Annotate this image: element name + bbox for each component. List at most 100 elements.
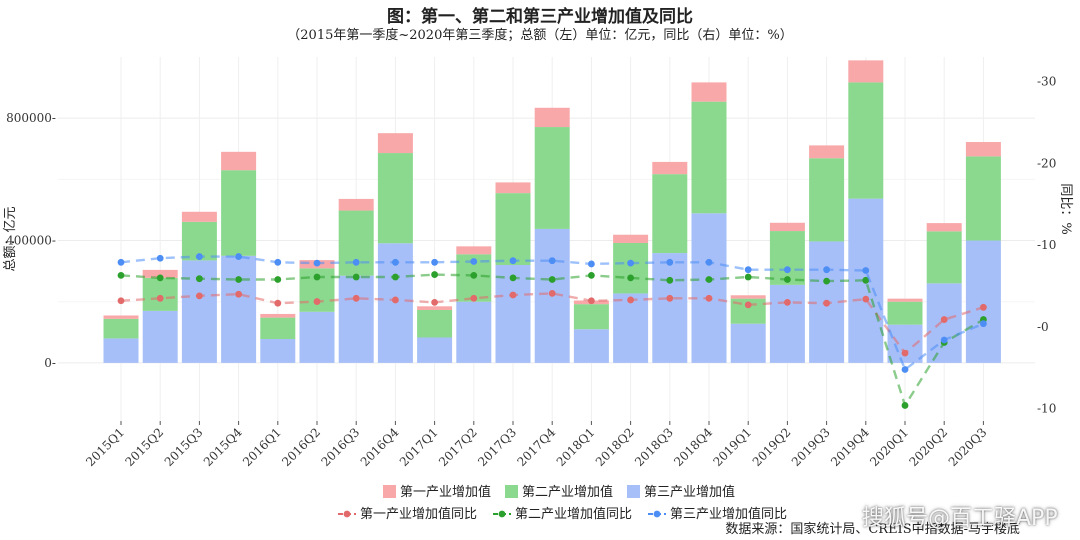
bar-segment [103, 338, 139, 363]
bar-segment [142, 269, 178, 278]
x-tick-label: 2019Q1 [710, 425, 754, 469]
bar-segment [495, 193, 531, 265]
legend-label: 第二产业增加值 [522, 484, 613, 500]
legend-swatch [627, 485, 640, 498]
legend-label: 第三产业增加值 [644, 484, 735, 500]
x-tick-label: 2016Q2 [279, 425, 323, 469]
series-point [588, 297, 595, 305]
series-point [980, 320, 987, 328]
series-point [627, 274, 634, 282]
bar-segment [848, 82, 884, 199]
x-tick-label: 2016Q1 [240, 425, 284, 469]
bar-segment [181, 211, 217, 222]
x-tick-label: 2019Q3 [789, 425, 833, 469]
bar-segment [809, 158, 845, 242]
y-right-axis-title: 同比：% [1058, 183, 1073, 234]
y-left-axis-title: 总额：亿元 [3, 206, 18, 271]
series-point [509, 274, 517, 282]
bar-segment [652, 174, 688, 254]
series-point [666, 258, 674, 266]
series-point [588, 272, 595, 279]
x-tick-label: 2016Q3 [318, 425, 362, 469]
bar-segment [495, 182, 531, 194]
bar-segment [338, 275, 374, 363]
series-point [235, 253, 243, 260]
series-point [156, 294, 164, 302]
series-point [392, 296, 399, 304]
series-line [120, 292, 984, 355]
x-tick-label: 2017Q4 [514, 425, 558, 469]
series-point [392, 273, 399, 281]
bar-segment [652, 161, 688, 175]
bar-segment [417, 306, 453, 310]
x-tick-label: 2017Q2 [436, 425, 480, 469]
legend-label: 第二产业增加值同比 [515, 506, 632, 522]
series-point [274, 276, 282, 283]
series-point [156, 274, 164, 282]
bar-segment [730, 323, 766, 363]
series-point [117, 258, 125, 266]
x-tick-label: 2018Q3 [632, 425, 676, 469]
legend-point [498, 510, 506, 518]
series-point [666, 294, 674, 302]
legend-swatch [383, 485, 396, 498]
bar-segment [495, 265, 531, 363]
series-point [274, 258, 282, 266]
y-right-tick-label: -10 [1037, 402, 1056, 416]
legend-label: 第三产业增加值同比 [670, 506, 787, 522]
series-point [548, 257, 556, 265]
series-point [823, 299, 830, 307]
series-point [666, 276, 674, 284]
line-layer [117, 253, 987, 409]
bar-segment [260, 317, 296, 340]
series-point [705, 276, 713, 283]
series-point [431, 298, 438, 306]
series-point [627, 296, 634, 304]
x-tick-label: 2016Q4 [358, 425, 402, 469]
series-point [352, 258, 360, 266]
series-point [901, 366, 909, 373]
chart-subtitle: （2015年第一季度~2020年第三季度；总额（左）单位：亿元，同比（右）单位：… [287, 28, 793, 43]
legend-point [343, 510, 351, 518]
bar-segment [456, 301, 492, 363]
series-point [548, 276, 556, 283]
x-tick-label: 2017Q1 [397, 425, 441, 469]
y-right-tick-label: -20 [1037, 156, 1056, 170]
series-point [196, 275, 203, 283]
bar-segment [456, 246, 492, 255]
bar-segment [338, 210, 374, 276]
series-point [705, 294, 713, 302]
bar-segment [377, 133, 413, 154]
x-tick-label: 2018Q1 [554, 425, 598, 469]
series-point [117, 272, 125, 279]
chart-title: 图：第一、第二和第三产业增加值及同比 [387, 7, 693, 27]
series-point [235, 276, 243, 283]
bar-segment [260, 339, 296, 363]
bar-segment [377, 153, 413, 244]
series-point [862, 267, 870, 274]
series-point [470, 272, 478, 279]
series-point [470, 258, 478, 265]
series-point [431, 258, 438, 266]
series-point [784, 276, 791, 283]
legend-point [653, 510, 661, 518]
bar-segment [103, 315, 139, 319]
series-point [313, 273, 321, 281]
bar-segment [691, 82, 727, 102]
series-point [313, 298, 321, 305]
series-point [980, 303, 987, 311]
x-tick-label: 2020Q3 [946, 425, 990, 469]
series-point [431, 271, 438, 278]
series-point [940, 316, 948, 323]
bar-segment [769, 222, 805, 232]
bar-segment [965, 142, 1001, 157]
series-point [588, 260, 595, 268]
bar-segment [848, 60, 884, 83]
bar-segment [142, 277, 178, 311]
bar-segment [965, 156, 1001, 241]
bar-segment [809, 145, 845, 159]
series-point [274, 299, 282, 307]
y-left-tick-label: 400000- [6, 234, 56, 248]
bar-segment [338, 198, 374, 211]
